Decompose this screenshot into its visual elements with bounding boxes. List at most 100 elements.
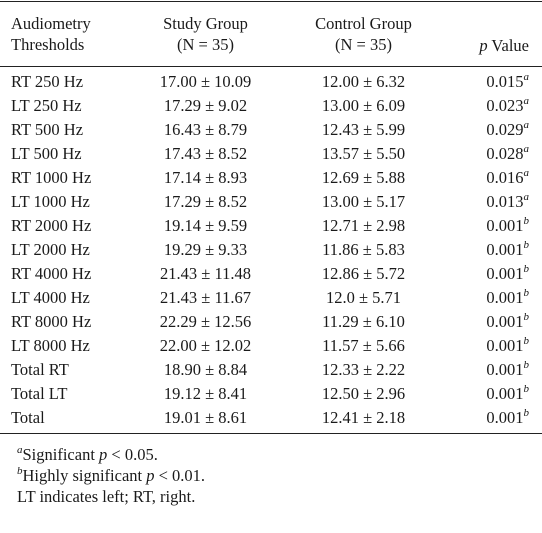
table-row: RT 2000 Hz 19.14 ± 9.59 12.71 ± 2.98 0.001b xyxy=(0,214,542,238)
study-group-value: 16.43 ± 8.79 xyxy=(163,120,248,139)
p-value-cell: 0.001b xyxy=(486,262,530,284)
table-row: Total LT 19.12 ± 8.41 12.50 ± 2.96 0.001b xyxy=(0,382,542,406)
row-label: LT 2000 Hz xyxy=(11,240,90,259)
p-value: 0.001 xyxy=(486,336,524,355)
study-group-value: 17.14 ± 8.93 xyxy=(163,168,248,187)
p-value-cell: 0.015a xyxy=(486,70,530,92)
table-row: RT 1000 Hz 17.14 ± 8.93 12.69 ± 5.88 0.016a xyxy=(0,166,542,190)
significance-mark: a xyxy=(523,70,530,83)
p-value-cell: 0.001b xyxy=(486,407,529,428)
control-group-value: 13.00 ± 6.09 xyxy=(321,96,406,115)
control-group-value: 12.86 ± 5.72 xyxy=(321,264,406,283)
p-value-cell: 0.001b xyxy=(486,334,530,356)
p-value: 0.015 xyxy=(486,72,524,91)
significance-mark: b xyxy=(523,358,530,371)
study-group-value: 19.14 ± 9.59 xyxy=(163,216,248,235)
control-group-value: 12.71 ± 2.98 xyxy=(321,216,406,235)
row-label: LT 8000 Hz xyxy=(11,336,90,355)
top-rule xyxy=(0,1,542,2)
table-row: LT 2000 Hz 19.29 ± 9.33 11.86 ± 5.83 0.001b xyxy=(0,238,542,262)
p-value-cell: 0.001b xyxy=(486,286,530,308)
header-p-italic: p xyxy=(479,36,488,55)
footnote-a-text2: < 0.05. xyxy=(107,445,158,464)
control-group-value: 12.0 ± 5.71 xyxy=(325,288,402,307)
table-row: LT 250 Hz 17.29 ± 9.02 13.00 ± 6.09 0.023a xyxy=(0,94,542,118)
p-value-cell: 0.001b xyxy=(486,358,530,380)
control-group-value: 12.33 ± 2.22 xyxy=(321,360,406,379)
header-study-line2: (N = 35) xyxy=(177,35,234,54)
header-p-value: p Value xyxy=(479,35,529,56)
study-group-value: 22.00 ± 12.02 xyxy=(159,336,252,355)
significance-mark: a xyxy=(523,190,530,203)
header-control-line1: Control Group xyxy=(315,14,412,33)
p-value: 0.028 xyxy=(486,144,524,163)
row-label: Total LT xyxy=(11,384,68,403)
p-value: 0.016 xyxy=(486,168,524,187)
significance-mark: b xyxy=(523,310,530,323)
row-label: LT 1000 Hz xyxy=(11,192,90,211)
p-value-cell: 0.023a xyxy=(486,95,529,116)
p-value: 0.001 xyxy=(486,360,524,379)
header-study-line1: Study Group xyxy=(163,14,248,33)
study-group-value: 17.29 ± 8.52 xyxy=(163,192,248,211)
study-group-value: 19.29 ± 9.33 xyxy=(163,240,248,259)
row-label: LT 4000 Hz xyxy=(11,288,90,307)
table-body: RT 250 Hz 17.00 ± 10.09 12.00 ± 6.32 0.015a… xyxy=(0,70,542,430)
row-label: RT 2000 Hz xyxy=(11,216,92,235)
p-value-cell: 0.013a xyxy=(486,190,530,212)
control-group-value: 12.43 ± 5.99 xyxy=(321,120,406,139)
header-thresholds: Audiometry Thresholds xyxy=(11,13,91,55)
p-value: 0.001 xyxy=(486,240,524,259)
row-label: RT 4000 Hz xyxy=(11,264,92,283)
study-group-value: 17.43 ± 8.52 xyxy=(163,144,248,163)
p-value: 0.023 xyxy=(486,96,524,115)
p-value: 0.001 xyxy=(486,216,524,235)
significance-mark: b xyxy=(523,286,530,299)
significance-mark: a xyxy=(523,118,530,131)
significance-mark: b xyxy=(523,382,530,395)
footnote-b-text1: Highly significant xyxy=(22,466,147,485)
control-group-value: 11.29 ± 6.10 xyxy=(322,312,405,331)
row-label: RT 1000 Hz xyxy=(11,168,92,187)
row-label: RT 500 Hz xyxy=(11,120,84,139)
study-group-value: 17.29 ± 9.02 xyxy=(163,96,248,115)
header-control-line2: (N = 35) xyxy=(335,35,392,54)
p-value-cell: 0.001b xyxy=(486,310,530,332)
control-group-value: 12.69 ± 5.88 xyxy=(321,168,406,187)
row-label: Total xyxy=(11,408,45,427)
control-group-value: 12.00 ± 6.32 xyxy=(321,72,406,91)
footnote-b: bHighly significant p < 0.01. xyxy=(17,465,205,486)
control-group-value: 12.41 ± 2.18 xyxy=(321,408,406,427)
p-value: 0.001 xyxy=(486,384,524,403)
p-value: 0.029 xyxy=(486,120,524,139)
control-group-value: 11.86 ± 5.83 xyxy=(322,240,405,259)
header-thresholds-line2: Thresholds xyxy=(11,35,85,54)
control-group-value: 11.57 ± 5.66 xyxy=(322,336,405,355)
significance-mark: b xyxy=(523,238,530,251)
study-group-value: 19.12 ± 8.41 xyxy=(163,384,248,403)
footnote-a-mark: a xyxy=(17,443,23,456)
footnotes: aSignificant p < 0.05. bHighly significa… xyxy=(17,444,205,507)
header-rule xyxy=(0,66,542,67)
row-label: LT 500 Hz xyxy=(11,144,82,163)
row-label: RT 8000 Hz xyxy=(11,312,92,331)
header-study-group: Study Group (N = 35) xyxy=(147,13,264,55)
study-group-value: 18.90 ± 8.84 xyxy=(163,360,248,379)
significance-mark: b xyxy=(523,214,530,227)
footnote-b-text2: < 0.01. xyxy=(154,466,206,485)
p-value: 0.001 xyxy=(486,288,524,307)
header-control-group: Control Group (N = 35) xyxy=(300,13,427,55)
p-value-cell: 0.001b xyxy=(486,214,530,236)
table-row: Total 19.01 ± 8.61 12.41 ± 2.18 0.001b xyxy=(0,406,542,430)
control-group-value: 12.50 ± 2.96 xyxy=(321,384,406,403)
p-value-cell: 0.029a xyxy=(486,118,530,140)
p-value: 0.001 xyxy=(486,264,524,283)
row-label: Total RT xyxy=(11,360,69,379)
significance-mark: a xyxy=(523,166,530,179)
significance-mark: b xyxy=(523,334,530,347)
p-value-cell: 0.001b xyxy=(486,382,530,404)
footnote-a-p: p xyxy=(99,445,108,464)
significance-mark: b xyxy=(523,262,530,275)
study-group-value: 22.29 ± 12.56 xyxy=(159,312,252,331)
